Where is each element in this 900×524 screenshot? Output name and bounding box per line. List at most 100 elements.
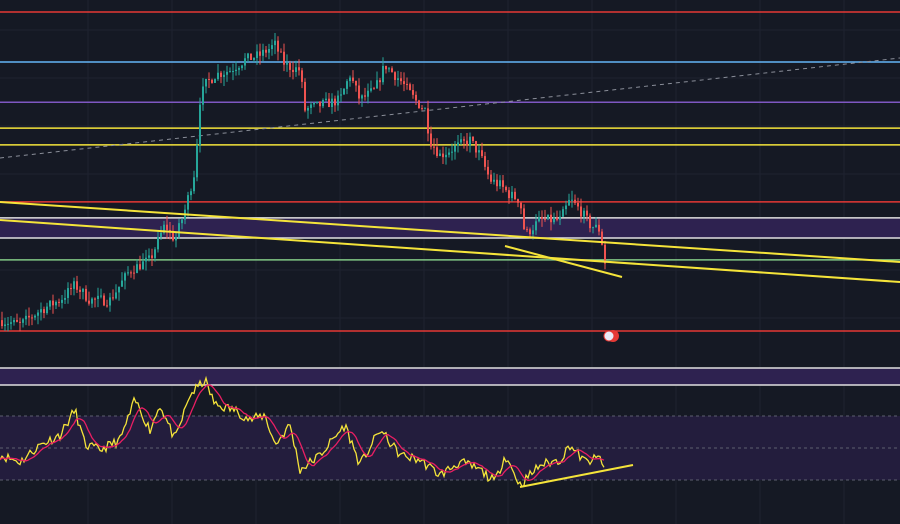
candle-body [178,223,180,238]
candle-body [595,224,597,228]
candle-body [136,264,138,273]
candle-body [76,281,78,290]
candle-body [445,154,447,158]
candle-body [232,70,234,72]
candle-body [415,94,417,101]
candle-body [355,80,357,86]
candle-body [517,199,519,203]
candle-body [508,190,510,199]
candle-body [175,237,177,241]
candle-body [133,272,135,274]
candle-body [298,67,300,71]
candle-body [160,232,162,237]
candle-body [526,229,528,231]
candle-body [523,208,525,230]
candle-body [451,151,453,153]
candle-body [454,145,456,152]
candle-body [367,90,369,97]
candle-body [37,312,39,316]
price-zone-band [0,217,900,238]
candle-body [238,68,240,70]
candle-body [370,88,372,91]
candle-body [430,133,432,147]
candle-body [460,139,462,143]
candle-body [40,309,42,313]
candle-body [604,244,606,264]
pane-separator-band [0,368,900,385]
candle-body [334,98,336,106]
candle-body [124,273,126,281]
candle-body [19,321,21,323]
candle-body [550,214,552,223]
candle-body [583,210,585,217]
candle-body [541,217,543,219]
candle-body [274,40,276,46]
candle-body [553,217,555,223]
candles [1,32,606,332]
candle-body [319,101,321,107]
candle-body [1,320,3,327]
candle-body [346,81,348,89]
candle-body [529,229,531,235]
candle-body [565,205,567,210]
us-flag-icon [603,330,615,342]
candle-body [466,140,468,146]
candle-body [340,94,342,96]
candle-body [301,70,303,82]
candle-body [421,108,423,110]
candle-body [43,309,45,314]
candle-body [484,156,486,167]
candle-body [70,288,72,290]
price-trendline [504,245,623,278]
candle-body [325,98,327,100]
candle-body [16,319,18,322]
candle-body [193,177,195,192]
candle-body [331,98,333,108]
candle-body [406,84,408,86]
candle-body [82,288,84,292]
candle-body [493,179,495,182]
candle-body [151,255,153,258]
candle-body [490,174,492,182]
candle-body [220,72,222,77]
candle-body [532,230,534,235]
candle-body [112,297,114,299]
candle-body [568,199,570,206]
candle-body [280,51,282,53]
candle-body [91,298,93,304]
candle-body [580,206,582,217]
candle-body [163,224,165,233]
candle-body [268,49,270,53]
candle-body [439,153,441,156]
candle-body [361,95,363,99]
candle-body [196,144,198,178]
candle-body [412,90,414,95]
candle-body [253,57,255,60]
candle-body [73,281,75,289]
candle-body [22,319,24,323]
candle-body [271,45,273,50]
candle-body [10,322,12,324]
rsi-line [0,375,605,488]
candle-body [58,301,60,303]
candle-body [49,300,51,307]
candle-body [187,195,189,210]
candle-body [556,217,558,220]
candle-body [343,88,345,95]
candle-body [202,86,204,105]
candle-body [79,289,81,292]
candle-body [577,202,579,207]
candle-body [442,153,444,158]
candle-body [373,88,375,90]
candle-body [46,306,48,314]
candle-body [214,79,216,83]
candle-body [277,40,279,52]
candle-body [145,257,147,262]
candle-body [130,272,132,274]
candle-body [505,186,507,191]
candle-body [61,299,63,303]
candle-body [478,150,480,153]
candle-body [142,261,144,270]
candle-body [352,77,354,81]
